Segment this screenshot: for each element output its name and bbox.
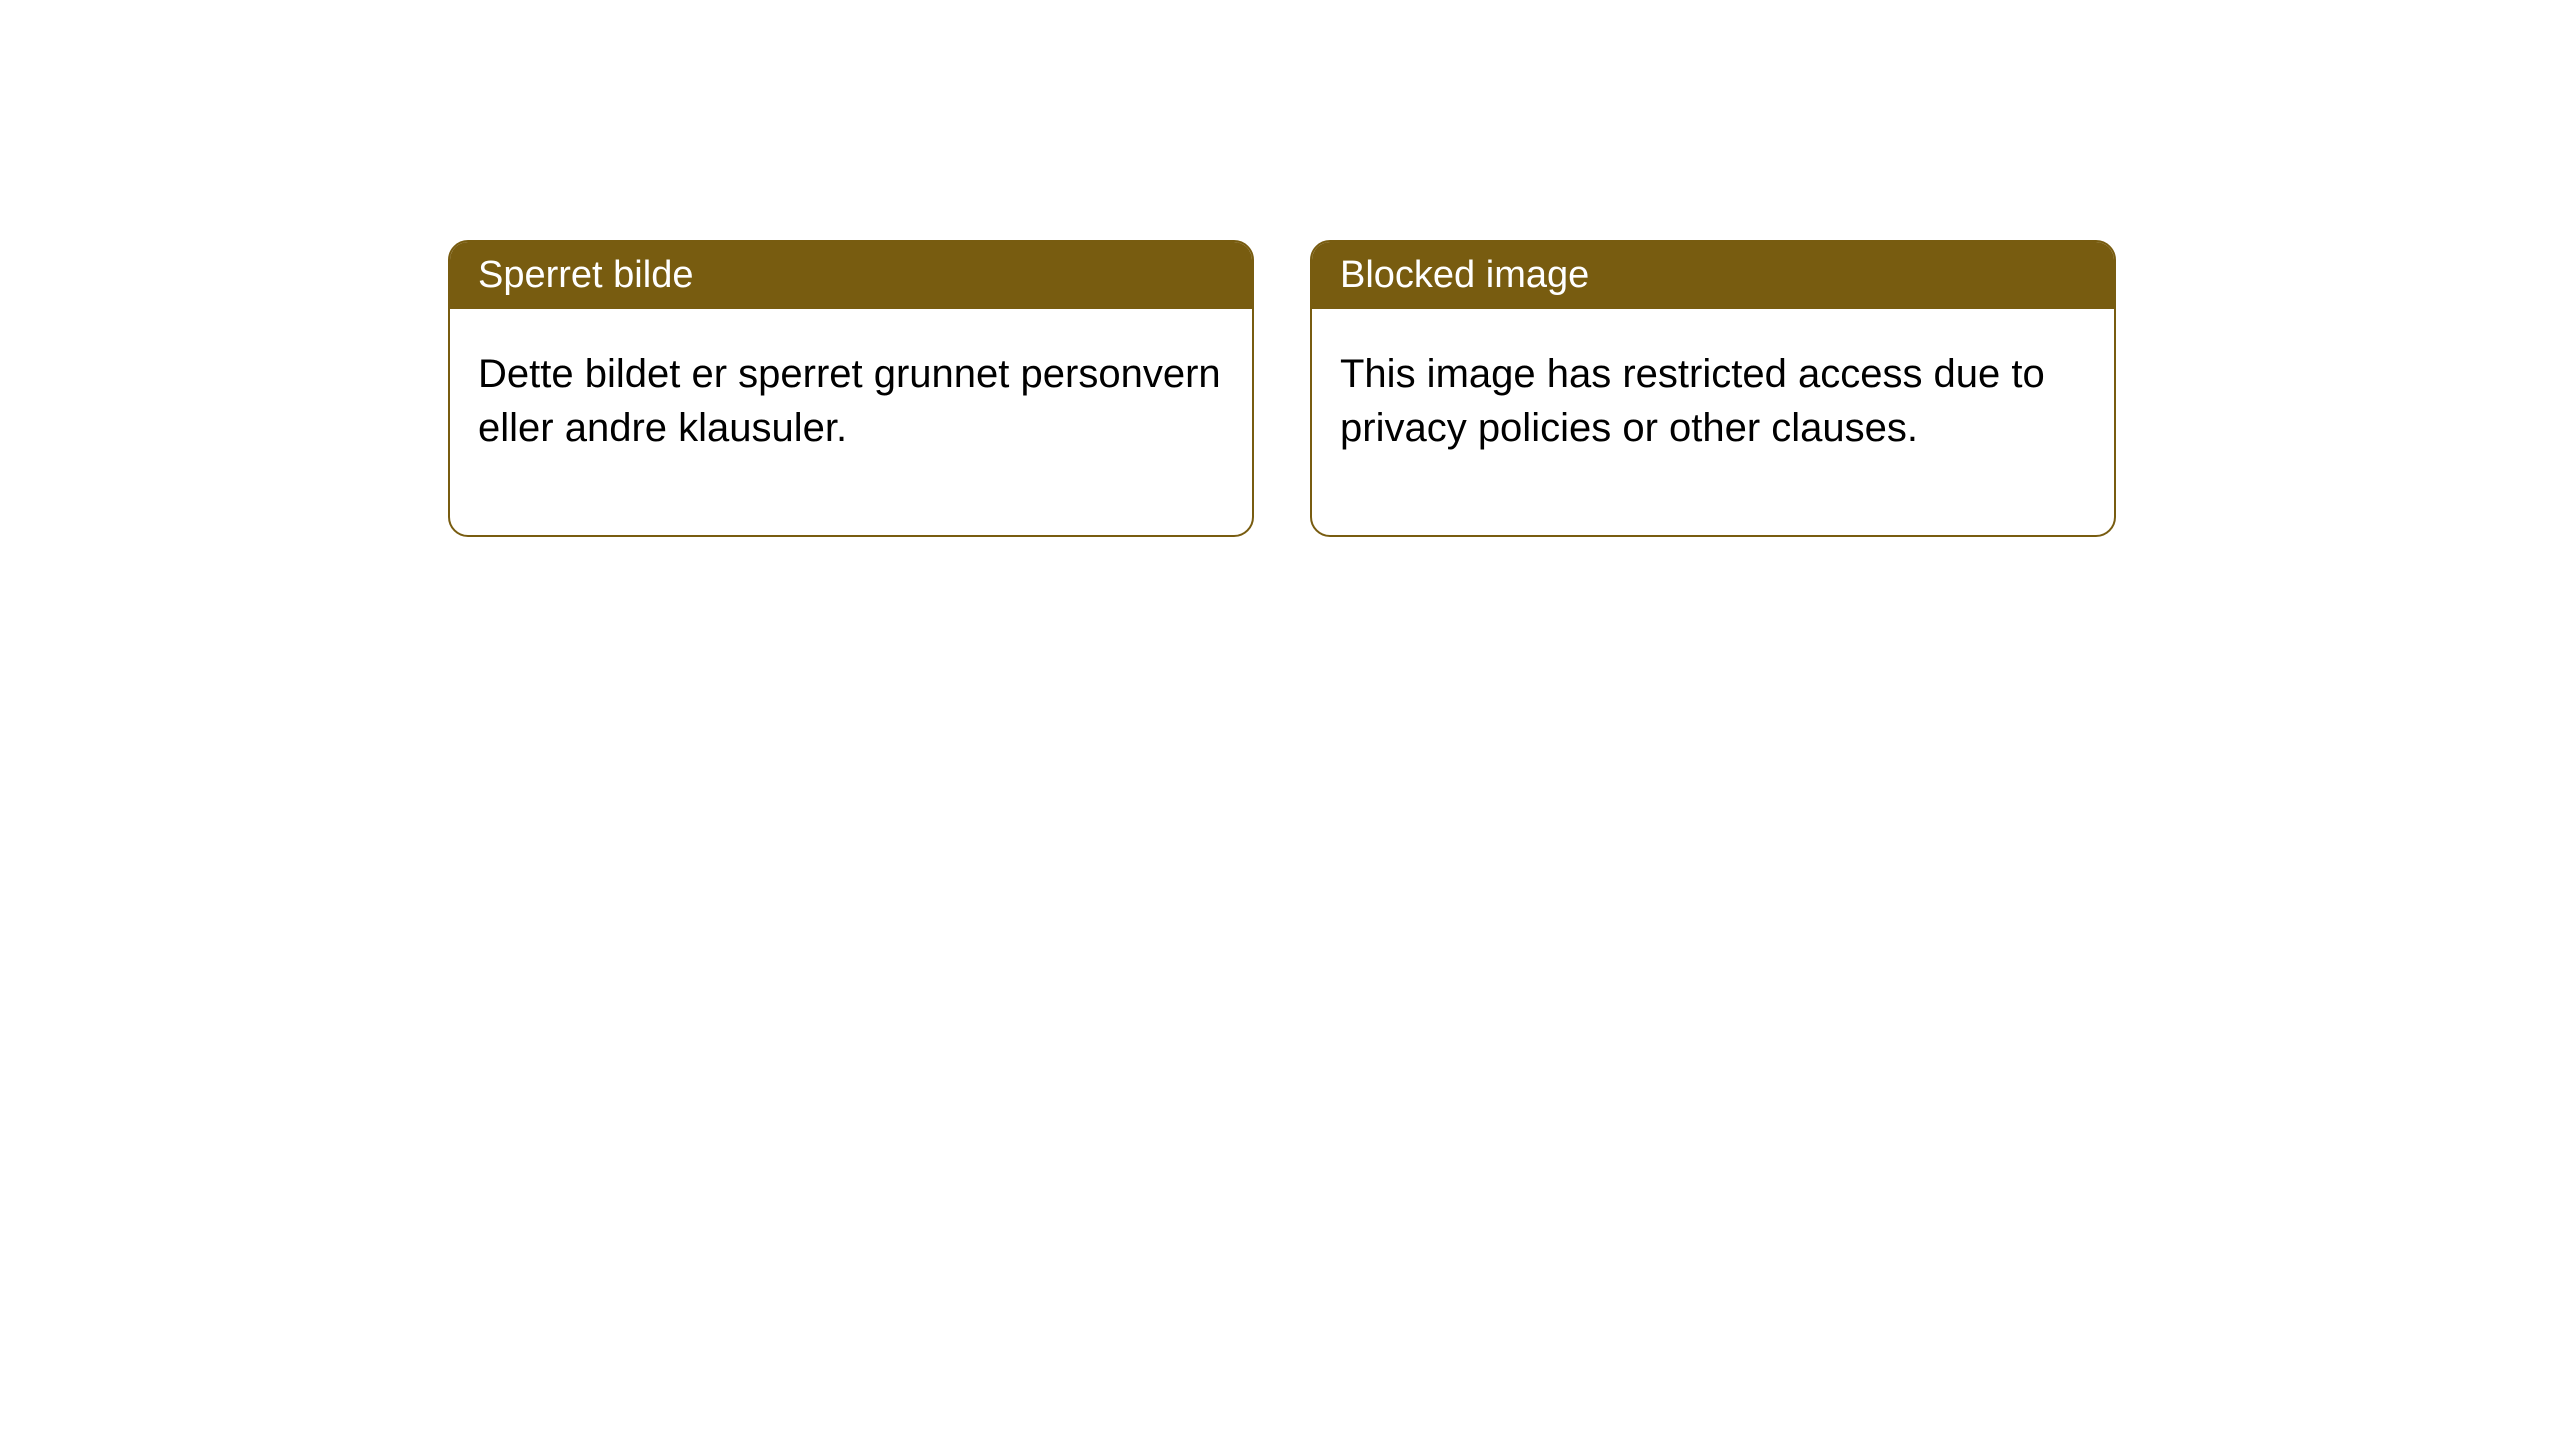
notice-header-norwegian: Sperret bilde bbox=[450, 242, 1252, 309]
notice-container: Sperret bilde Dette bildet er sperret gr… bbox=[448, 240, 2116, 537]
notice-card-norwegian: Sperret bilde Dette bildet er sperret gr… bbox=[448, 240, 1254, 537]
notice-body-norwegian: Dette bildet er sperret grunnet personve… bbox=[450, 309, 1252, 535]
notice-body-english: This image has restricted access due to … bbox=[1312, 309, 2114, 535]
notice-header-english: Blocked image bbox=[1312, 242, 2114, 309]
notice-card-english: Blocked image This image has restricted … bbox=[1310, 240, 2116, 537]
